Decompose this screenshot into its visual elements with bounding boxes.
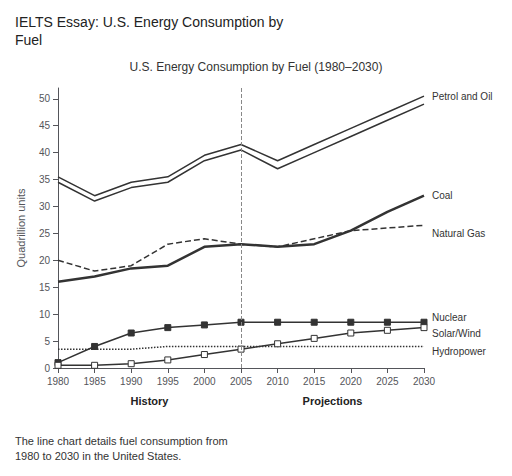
svg-text:1995: 1995: [157, 376, 180, 387]
svg-text:2010: 2010: [266, 376, 289, 387]
svg-text:The line chart details fuel co: The line chart details fuel consumption …: [15, 435, 228, 447]
svg-text:2005: 2005: [230, 376, 253, 387]
svg-text:5: 5: [44, 336, 50, 347]
svg-text:30: 30: [39, 201, 51, 212]
svg-text:2030: 2030: [413, 376, 436, 387]
svg-text:2025: 2025: [376, 376, 399, 387]
svg-text:40: 40: [39, 147, 51, 158]
svg-text:1990: 1990: [120, 376, 143, 387]
svg-text:10: 10: [39, 309, 51, 320]
svg-text:1980 to 2030 in the United Sta: 1980 to 2030 in the United States.: [15, 450, 181, 462]
svg-text:2000: 2000: [193, 376, 216, 387]
svg-text:Solar/Wind: Solar/Wind: [432, 328, 481, 339]
svg-text:15: 15: [39, 282, 51, 293]
svg-text:25: 25: [39, 228, 51, 239]
svg-text:Natural Gas: Natural Gas: [432, 228, 485, 239]
svg-text:IELTS Essay: U.S. Energy Consu: IELTS Essay: U.S. Energy Consumption by: [15, 14, 283, 30]
svg-text:20: 20: [39, 255, 51, 266]
svg-text:50: 50: [39, 93, 51, 104]
svg-text:Nuclear: Nuclear: [432, 312, 467, 323]
svg-text:Projections: Projections: [303, 395, 363, 407]
svg-text:1980: 1980: [47, 376, 70, 387]
svg-text:Coal: Coal: [432, 190, 453, 201]
svg-text:Fuel: Fuel: [15, 32, 42, 48]
svg-text:0: 0: [44, 363, 50, 374]
svg-text:U.S. Energy Consumption by Fue: U.S. Energy Consumption by Fuel (1980–20…: [130, 60, 383, 74]
svg-text:45: 45: [39, 120, 51, 131]
svg-text:Quadrillion units: Quadrillion units: [15, 188, 27, 267]
svg-text:Hydropower: Hydropower: [432, 346, 487, 357]
svg-text:1985: 1985: [83, 376, 106, 387]
svg-text:Petrol and Oil: Petrol and Oil: [432, 91, 493, 102]
svg-text:2015: 2015: [303, 376, 326, 387]
svg-text:35: 35: [39, 174, 51, 185]
svg-text:History: History: [131, 395, 170, 407]
svg-text:2020: 2020: [340, 376, 363, 387]
